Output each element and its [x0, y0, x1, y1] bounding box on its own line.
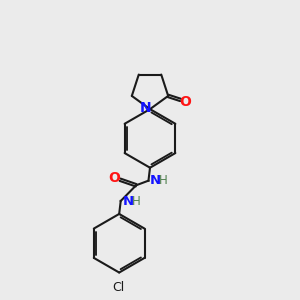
Text: N: N	[122, 194, 134, 208]
Text: N: N	[150, 174, 161, 187]
Text: N: N	[140, 100, 152, 115]
Text: H: H	[159, 174, 168, 187]
Text: O: O	[179, 94, 191, 109]
Text: O: O	[109, 171, 121, 185]
Text: H: H	[131, 194, 140, 208]
Text: Cl: Cl	[112, 281, 125, 294]
